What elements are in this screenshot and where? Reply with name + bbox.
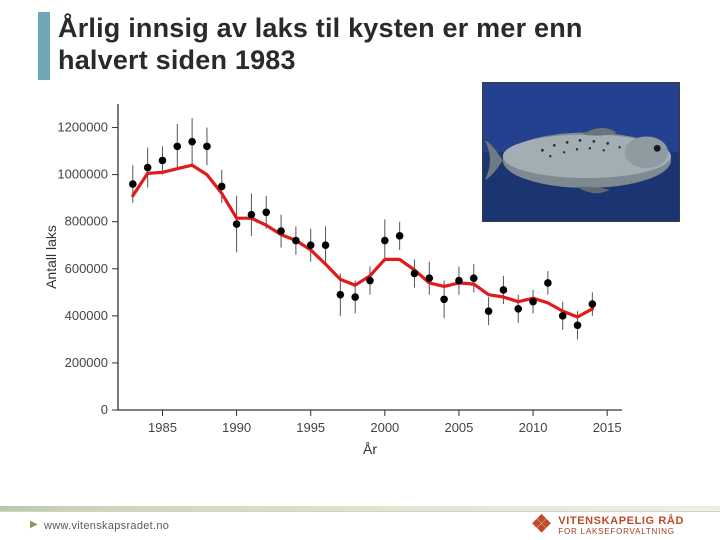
svg-text:1990: 1990 (222, 420, 251, 435)
organisation-logo: ❖ VITENSKAPELIG RÅD FOR LAKSEFORVALTNING (531, 515, 684, 536)
svg-text:1985: 1985 (148, 420, 177, 435)
logo-mark-icon: ❖ (531, 517, 553, 534)
svg-text:2005: 2005 (444, 420, 473, 435)
svg-text:600000: 600000 (65, 261, 108, 276)
svg-text:800000: 800000 (65, 214, 108, 229)
svg-text:1995: 1995 (296, 420, 325, 435)
logo-line-1: VITENSKAPELIG RÅD (558, 515, 684, 527)
svg-text:0: 0 (101, 402, 108, 417)
svg-text:1200000: 1200000 (57, 120, 108, 135)
svg-text:200000: 200000 (65, 355, 108, 370)
svg-text:2015: 2015 (593, 420, 622, 435)
page-title: Årlig innsig av laks til kysten er mer e… (58, 12, 678, 77)
title-accent-bar (38, 12, 50, 80)
svg-text:År: År (363, 441, 377, 457)
salmon-trend-chart: 0 200000 400000 600000 800000 1000000 1200000 1… (40, 90, 640, 460)
svg-text:400000: 400000 (65, 308, 108, 323)
footer-chevron-icon: ▶ (30, 519, 38, 530)
svg-text:1000000: 1000000 (57, 167, 108, 182)
logo-line-2: FOR LAKSEFORVALTNING (558, 527, 684, 536)
svg-text:2000: 2000 (370, 420, 399, 435)
slide: Årlig innsig av laks til kysten er mer e… (0, 0, 720, 540)
svg-text:2010: 2010 (519, 420, 548, 435)
svg-text:Antall laks: Antall laks (43, 225, 59, 289)
footer-band (0, 506, 720, 512)
footer-url: www.vitenskapsradet.no (44, 520, 169, 532)
